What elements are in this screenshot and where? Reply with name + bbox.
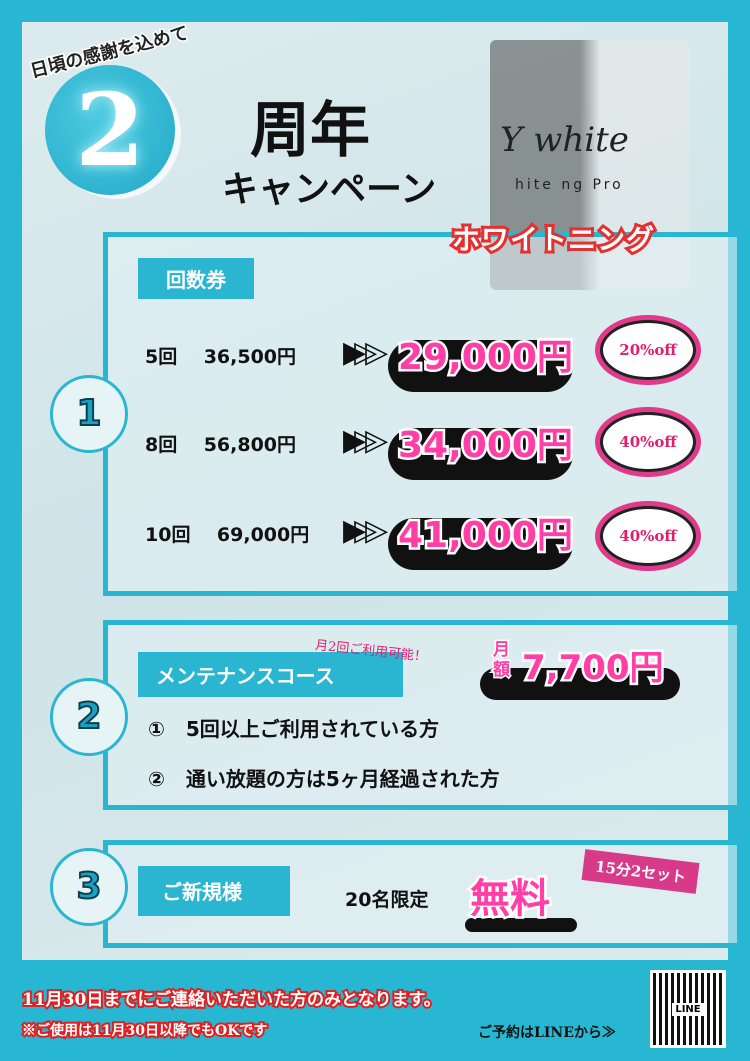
text: 通い放題の方は5ヶ月経過された方	[185, 767, 500, 791]
new-customer-label: ご新規様	[138, 866, 290, 916]
discount-burst: 20%off	[600, 320, 696, 380]
mark: ②	[148, 767, 165, 791]
count: 8回	[145, 434, 178, 456]
discount-burst: 40%off	[600, 412, 696, 472]
sale-price: 41,000円	[396, 513, 576, 559]
usage-notice: ※ご使用は11月30日以降でもOKです	[20, 1021, 269, 1041]
price-pill	[388, 340, 573, 392]
coupon-label: 回数券	[138, 258, 254, 299]
subtitle: キャンペーン	[222, 168, 437, 210]
brand-tagline: hite ng Pro	[515, 177, 624, 193]
price-pill	[388, 518, 573, 570]
arrow-icon: ▶▷▷	[343, 513, 388, 548]
free-text: 無料	[468, 874, 553, 925]
condition-1: ① 5回以上ご利用されている方	[148, 713, 439, 742]
text: 5回以上ご利用されている方	[185, 717, 440, 741]
regular-price: 69,000円	[216, 524, 310, 546]
regular-price: 36,500円	[203, 346, 297, 368]
arrow-icon: ▶▷▷	[343, 335, 388, 370]
title: 周年	[250, 96, 370, 166]
sale-price: 34,000円	[396, 423, 576, 469]
price-pill	[388, 428, 573, 480]
section-maintenance	[103, 620, 737, 810]
price-pill	[480, 668, 680, 700]
sale-price: 29,000円	[396, 335, 576, 381]
regular-price: 56,800円	[203, 434, 297, 456]
count: 5回	[145, 346, 178, 368]
brand-logo: Y white	[500, 120, 629, 160]
condition-2: ② 通い放題の方は5ヶ月経過された方	[148, 763, 500, 792]
underline-mark	[465, 918, 577, 932]
section-number-2: 2	[50, 678, 128, 756]
line-qr-code[interactable]: LINE	[650, 970, 726, 1048]
arrow-icon: ▶▷▷	[343, 423, 388, 458]
line-cta[interactable]: ご予約はLINEから≫	[478, 1025, 616, 1041]
qr-label: LINE	[672, 1002, 704, 1016]
section-number-1: 1	[50, 375, 128, 453]
monthly-label: 月額	[492, 639, 512, 682]
whitening-banner: ホワイトニング	[449, 220, 657, 259]
maintenance-label: メンテナンスコース	[138, 652, 403, 697]
section-number-3: 3	[50, 848, 128, 926]
anniversary-badge: 2	[45, 65, 175, 195]
count: 10回	[145, 524, 191, 546]
deadline-notice: 11月30日までにご連絡いただいた方のみとなります。	[20, 988, 443, 1012]
limit-text: 20名限定	[345, 889, 429, 911]
mark: ①	[148, 717, 165, 741]
discount-burst: 40%off	[600, 506, 696, 566]
monthly-price: 7,700円	[520, 646, 667, 691]
